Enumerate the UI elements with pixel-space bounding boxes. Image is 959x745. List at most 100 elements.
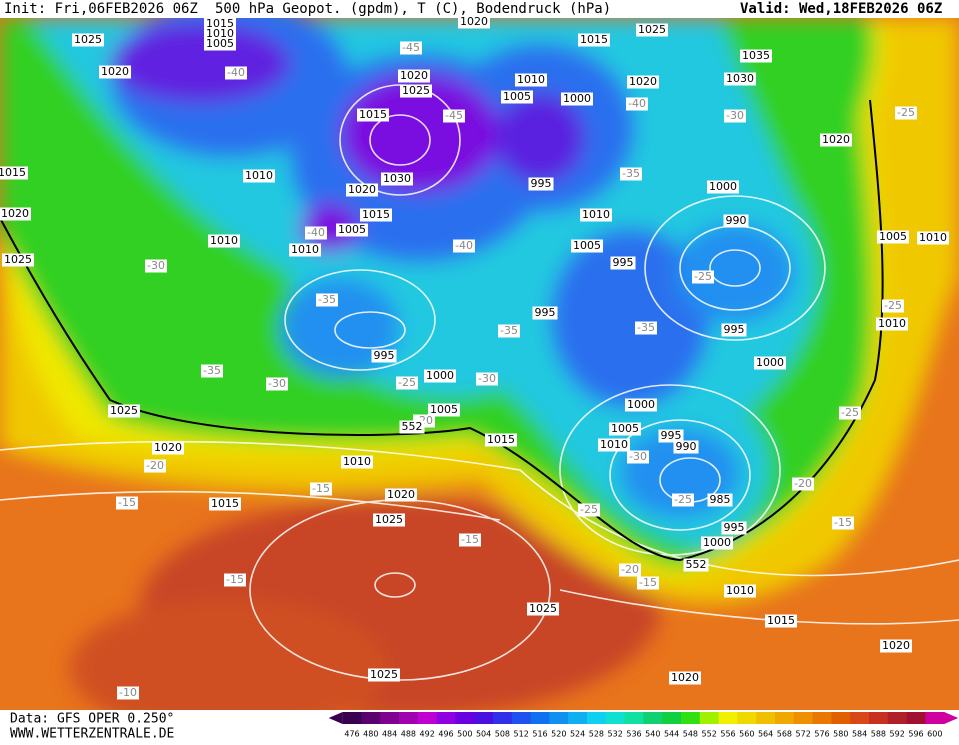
- isobar-label: 995: [374, 349, 395, 362]
- colorbar-label: 504: [476, 730, 491, 739]
- colorbar-label: 492: [420, 730, 435, 739]
- isobar-label-box: [578, 33, 610, 47]
- temperature-label-box: [626, 97, 648, 111]
- isobar-label: 1000: [426, 369, 454, 382]
- colorbar-label: 560: [739, 730, 754, 739]
- isobar-label: 1000: [703, 536, 731, 549]
- isobar-label-box: [485, 433, 517, 447]
- isobar-label: 1010: [878, 317, 906, 330]
- isobar-label: 1015: [767, 614, 795, 627]
- isobar-label-box: [707, 493, 733, 507]
- temperature-label-box: [400, 41, 422, 55]
- temperature-label-box: [895, 106, 917, 120]
- isobar-label: 1000: [756, 356, 784, 369]
- temperature-label-box: [266, 377, 288, 391]
- isobar-label-box: [501, 90, 533, 104]
- temperature-label: -35: [203, 364, 221, 377]
- isobar-label: 1010: [582, 208, 610, 221]
- isobar-label: 995: [724, 521, 745, 534]
- colorbar-swatch: [831, 712, 851, 724]
- colorbar-label: 484: [382, 730, 397, 739]
- isobar-label-box: [368, 668, 400, 682]
- isobar-label-box: [721, 323, 747, 337]
- isobar-label: 1010: [291, 243, 319, 256]
- colorbar-arrow-right: [944, 712, 959, 724]
- isobar-label-box: [740, 49, 772, 63]
- isobar-label: 1030: [726, 72, 754, 85]
- isobar-label: 1005: [338, 223, 366, 236]
- temperature-label: -45: [445, 109, 463, 122]
- isobar-label: 1010: [726, 584, 754, 597]
- colorbar-label: 516: [532, 730, 547, 739]
- colorbar-swatch: [850, 712, 870, 724]
- contour-label: 552: [402, 420, 423, 433]
- isobar-label: 1020: [671, 671, 699, 684]
- colorbar-swatch: [493, 712, 513, 724]
- isobar-label: 1020: [1, 207, 29, 220]
- isobar-label: 1020: [400, 69, 428, 82]
- colorbar-swatch: [530, 712, 550, 724]
- valid-time: Valid: Wed,18FEB2026 06Z: [740, 1, 942, 17]
- isobar-label-box: [561, 92, 593, 106]
- colorbar-swatch: [436, 712, 456, 724]
- isobar-label-box: [357, 108, 389, 122]
- isobar-label: 1005: [206, 37, 234, 50]
- colorbar-swatch: [737, 712, 757, 724]
- isobar-label-box: [428, 403, 460, 417]
- temperature-label-box: [832, 516, 854, 530]
- isobar-label-box: [2, 253, 34, 267]
- temperature-label: -15: [461, 533, 479, 546]
- isobar-label-box: [243, 169, 275, 183]
- colorbar-swatch: [925, 712, 945, 724]
- isobar-label-box: [669, 671, 701, 685]
- isobar-label-box: [627, 75, 659, 89]
- isobar-label: 1025: [4, 253, 32, 266]
- colorbar-label: 548: [683, 730, 698, 739]
- isobar-label-box: [707, 180, 739, 194]
- colorbar-label: 572: [796, 730, 811, 739]
- isobar-label: 1010: [206, 27, 234, 40]
- temperature-label-box: [724, 109, 746, 123]
- colorbar-swatch: [455, 712, 475, 724]
- isobar-label: 1005: [611, 422, 639, 435]
- colorbar-label: 556: [720, 730, 735, 739]
- temperature-label-box: [305, 226, 327, 240]
- colorbar-swatch: [906, 712, 926, 724]
- isobar-label-box: [724, 72, 756, 86]
- colorbar-label: 476: [344, 730, 359, 739]
- isobar-label: 1015: [206, 17, 234, 30]
- colorbar-swatch: [756, 712, 776, 724]
- isobar-label-box: [820, 133, 852, 147]
- temperature-label-box: [635, 321, 657, 335]
- contour-label: 552: [686, 558, 707, 571]
- isobar-label-box: [724, 584, 756, 598]
- temperature-label: -20: [621, 563, 639, 576]
- init-time: Init: Fri,06FEB2026 06Z: [4, 1, 198, 17]
- colorbar-swatch: [624, 712, 644, 724]
- temperature-label: -35: [637, 321, 655, 334]
- temperature-label: -20: [146, 459, 164, 472]
- isobar-label: 1020: [822, 133, 850, 146]
- isobar-label: 1025: [110, 404, 138, 417]
- temperature-label-box: [459, 533, 481, 547]
- temperature-label: -40: [307, 226, 325, 239]
- temperature-label-box: [692, 270, 714, 284]
- colorbar-swatch: [887, 712, 908, 724]
- colorbar-swatch: [417, 712, 438, 724]
- temperature-label-box: [620, 167, 642, 181]
- isobar-label-box: [208, 234, 240, 248]
- temperature-label: -10: [119, 686, 137, 699]
- colorbar-swatch: [380, 712, 400, 724]
- isobar-label: 1005: [503, 90, 531, 103]
- isobar-label-box: [571, 239, 603, 253]
- temperature-label-box: [225, 66, 247, 80]
- isobar-label-box: [721, 521, 747, 535]
- isobar-label: 1015: [487, 433, 515, 446]
- temperature-label-box: [627, 450, 649, 464]
- temperature-label-box: [201, 364, 223, 378]
- colorbar-label: 536: [626, 730, 641, 739]
- colorbar-swatch: [361, 712, 381, 724]
- isobar-label-box: [360, 208, 392, 222]
- temperature-label: -25: [694, 270, 712, 283]
